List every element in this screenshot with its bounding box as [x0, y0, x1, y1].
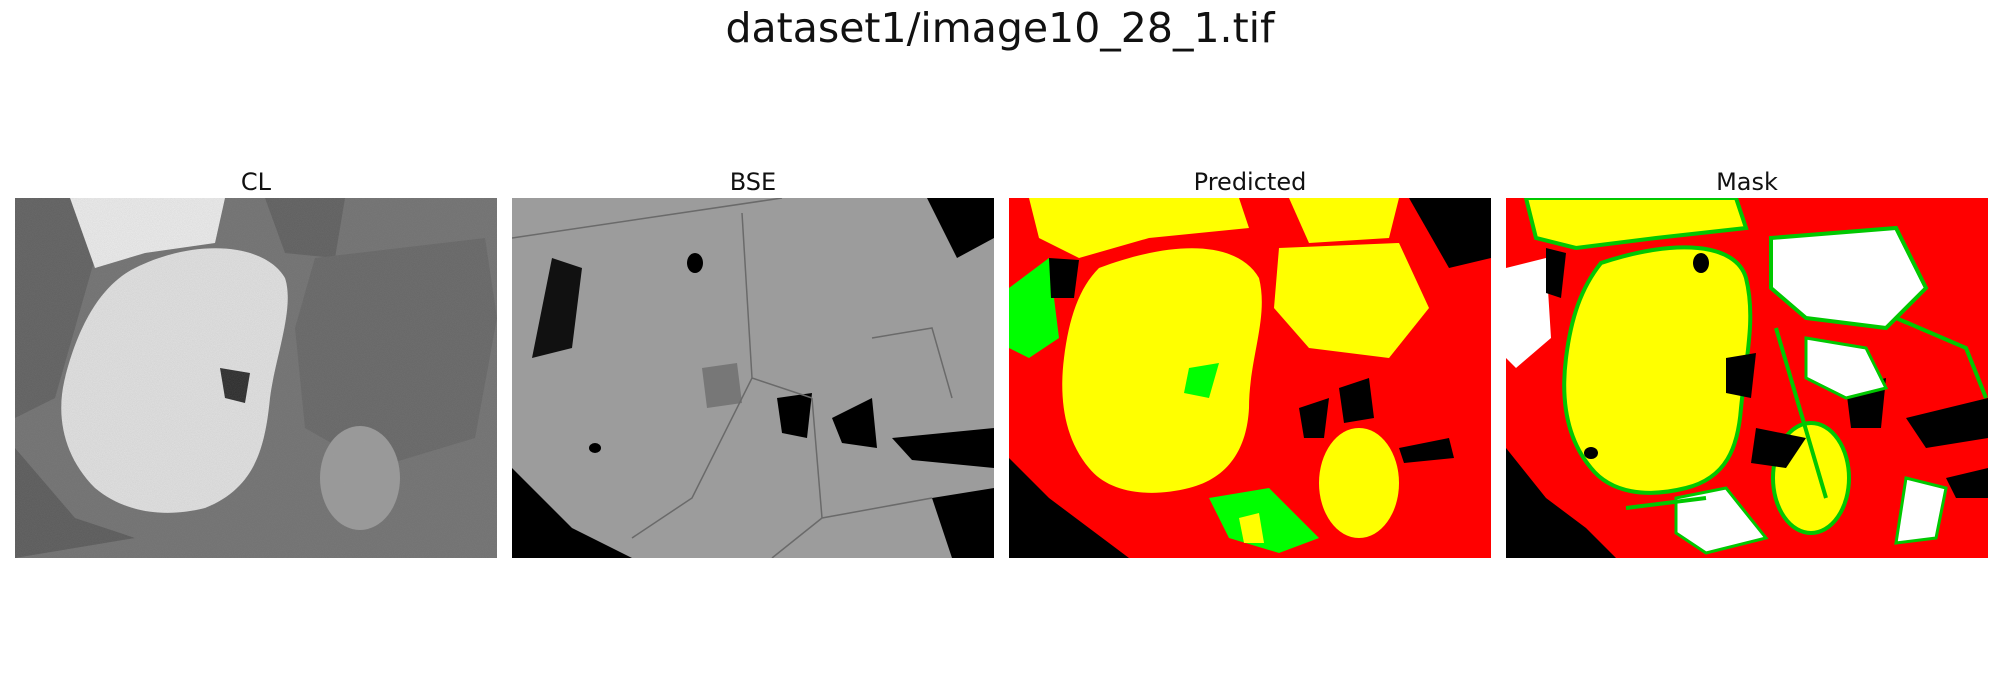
panel-title-mask: Mask: [1716, 168, 1778, 196]
panel-title-predicted: Predicted: [1193, 168, 1307, 196]
panel-title-cl: CL: [240, 168, 272, 196]
predicted-image: [1009, 198, 1491, 558]
figure-title: dataset1/image10_28_1.tif: [725, 4, 1275, 52]
panel-predicted: Predicted: [1009, 166, 1491, 558]
panel-bse: BSE: [512, 166, 994, 558]
bse-image: [512, 198, 994, 558]
mask-image: [1506, 198, 1988, 558]
cl-image: [15, 198, 497, 558]
panel-cl: CL: [15, 166, 497, 558]
panel-title-bse: BSE: [729, 168, 777, 196]
panel-mask: Mask: [1506, 166, 1988, 558]
